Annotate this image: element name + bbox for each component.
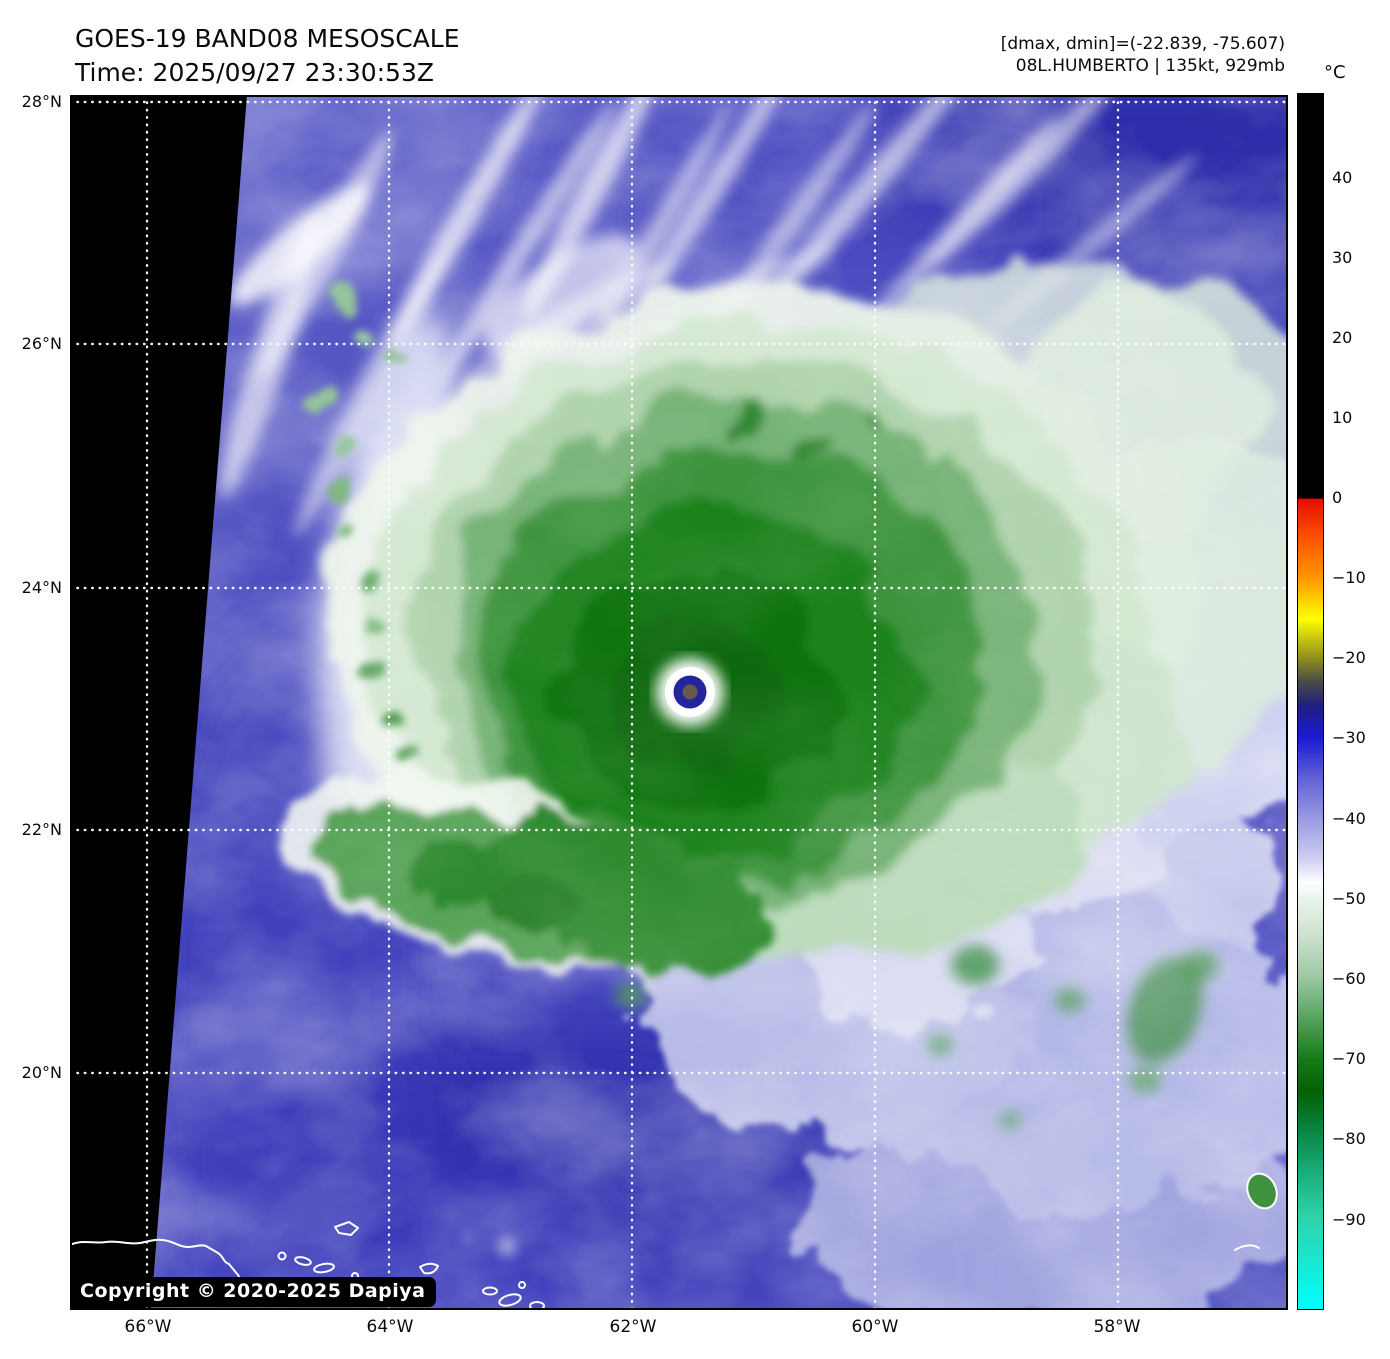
colorbar-tick-label: −40 (1332, 809, 1366, 828)
lon-label-60w: 60°W (851, 1317, 899, 1337)
colorbar-tick-label: −90 (1332, 1210, 1366, 1229)
colorbar-tick-label: −70 (1332, 1049, 1366, 1068)
annotation-storm-intensity: 08L.HUMBERTO | 135kt, 929mb (1015, 56, 1285, 76)
map-frame (70, 95, 1288, 1310)
storm-annotation: [dmax, dmin]=(-22.839, -75.607) 08L.HUMB… (1001, 33, 1285, 77)
lon-label-58w: 58°W (1093, 1317, 1141, 1337)
colorbar-tick-label: 30 (1332, 248, 1353, 267)
annotation-dmax-dmin: [dmax, dmin]=(-22.839, -75.607) (1000, 34, 1285, 54)
satellite-image (70, 95, 1288, 1310)
gridlines (70, 95, 1288, 1310)
lon-label-64w: 64°W (366, 1317, 414, 1337)
colorbar-tick-label: 40 (1332, 168, 1353, 187)
satellite-map-panel (70, 95, 1288, 1310)
title-line2: Time: 2025/09/27 23:30:53Z (75, 58, 434, 87)
lat-label-28n: 28°N (21, 92, 62, 111)
lat-label-20n: 20°N (21, 1063, 62, 1082)
colorbar-unit-label: °C (1324, 62, 1346, 83)
colorbar-tick-label: −30 (1332, 728, 1366, 747)
temperature-colorbar (1297, 93, 1324, 1310)
colorbar-tick-label: −50 (1332, 889, 1366, 908)
lat-label-22n: 22°N (21, 820, 62, 839)
colorbar-tick-label: 0 (1332, 488, 1343, 507)
colorbar-tick-label: −60 (1332, 969, 1366, 988)
lon-label-66w: 66°W (124, 1317, 172, 1337)
cloud-imagery (151, 95, 1288, 1310)
colorbar-tick-label: 20 (1332, 328, 1353, 347)
colorbar-tick-label: 10 (1332, 408, 1353, 427)
figure-title: GOES-19 BAND08 MESOSCALE Time: 2025/09/2… (75, 22, 460, 90)
colorbar-tick-label: −20 (1332, 648, 1366, 667)
colorbar-tick-label: −10 (1332, 568, 1366, 587)
lon-label-62w: 62°W (609, 1317, 657, 1337)
coastlines (70, 1172, 1278, 1310)
lat-label-26n: 26°N (21, 334, 62, 353)
title-line1: GOES-19 BAND08 MESOSCALE (75, 24, 460, 53)
colorbar-tick-label: −80 (1332, 1129, 1366, 1148)
hurricane-eye (656, 658, 724, 726)
lat-label-24n: 24°N (21, 578, 62, 597)
copyright-badge: Copyright © 2020-2025 Dapiya (71, 1277, 437, 1307)
